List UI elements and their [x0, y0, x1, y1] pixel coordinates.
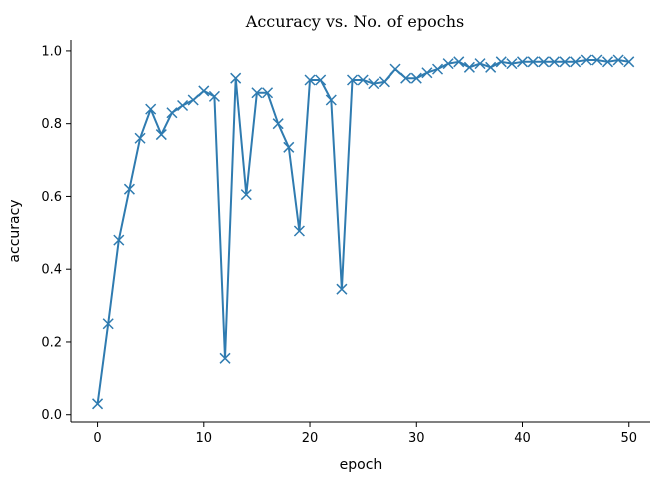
data-point-marker: [368, 78, 380, 90]
data-point-marker: [548, 56, 560, 68]
data-point-marker: [187, 94, 199, 106]
data-point-marker: [283, 141, 295, 153]
data-point-marker: [92, 398, 104, 410]
y-tick-label: 1.0: [41, 44, 62, 59]
y-axis-ticks: 0.0 0.2 0.4 0.6 0.8 1.0: [41, 44, 71, 423]
y-tick-label: 0.4: [41, 263, 62, 278]
series-line: [96, 59, 629, 404]
data-point-marker: [580, 54, 592, 66]
data-point-marker: [453, 56, 465, 68]
data-point-marker: [538, 56, 550, 68]
x-tick-label: 30: [408, 431, 425, 446]
plot-area: [70, 40, 650, 423]
y-axis-label: accuracy: [7, 199, 23, 262]
data-point-marker: [495, 56, 507, 68]
data-point-marker: [570, 56, 582, 68]
data-point-marker: [102, 318, 114, 330]
y-tick-label: 0.0: [41, 408, 62, 423]
data-point-marker: [474, 58, 486, 70]
data-point-marker: [293, 225, 305, 237]
data-point-marker: [347, 74, 359, 86]
data-point-marker: [431, 63, 444, 75]
y-tick-label: 0.6: [41, 190, 62, 205]
data-point-marker: [612, 54, 624, 66]
data-point-marker: [463, 61, 475, 73]
data-point-marker: [177, 99, 189, 112]
data-point-marker: [230, 72, 242, 84]
data-point-marker: [219, 352, 231, 364]
data-point-marker: [325, 94, 337, 106]
series-layer: [92, 54, 635, 410]
data-point-marker: [516, 56, 529, 68]
data-point-marker: [442, 58, 454, 70]
data-point-marker: [304, 74, 316, 86]
data-point-marker: [208, 90, 220, 102]
data-point-marker: [601, 56, 614, 68]
data-point-marker: [113, 234, 125, 246]
x-tick-label: 40: [514, 431, 531, 446]
data-point-marker: [198, 85, 210, 97]
data-point-marker: [591, 54, 603, 66]
data-point-marker: [262, 87, 274, 99]
data-point-marker: [410, 72, 422, 84]
data-point-marker: [315, 74, 327, 86]
x-axis-ticks: 0 10 20 30 40 50: [93, 422, 637, 446]
data-point-marker: [155, 129, 167, 141]
data-point-marker: [272, 118, 284, 130]
data-point-marker: [134, 132, 146, 144]
data-point-marker: [123, 183, 135, 195]
data-point-marker: [378, 76, 390, 88]
data-point-marker: [623, 56, 635, 68]
data-point-marker: [357, 74, 369, 86]
y-tick-label: 0.2: [41, 335, 62, 350]
x-tick-label: 20: [302, 431, 319, 446]
data-point-marker: [251, 87, 263, 99]
data-point-marker: [421, 67, 433, 79]
data-point-marker: [336, 283, 348, 295]
data-point-marker: [400, 72, 412, 84]
data-point-marker: [389, 63, 401, 75]
y-tick-label: 0.8: [41, 117, 62, 132]
data-point-marker: [166, 107, 178, 119]
chart-title: Accuracy vs. No. of epochs: [245, 12, 464, 31]
x-tick-label: 0: [93, 431, 101, 446]
data-point-marker: [559, 56, 571, 68]
x-tick-label: 10: [196, 431, 213, 446]
data-point-marker: [506, 58, 518, 70]
data-point-marker: [240, 189, 252, 201]
x-tick-label: 50: [620, 431, 637, 446]
data-point-marker: [527, 56, 539, 68]
data-point-marker: [485, 61, 497, 73]
x-axis-label: epoch: [340, 457, 383, 473]
data-point-marker: [145, 103, 157, 115]
